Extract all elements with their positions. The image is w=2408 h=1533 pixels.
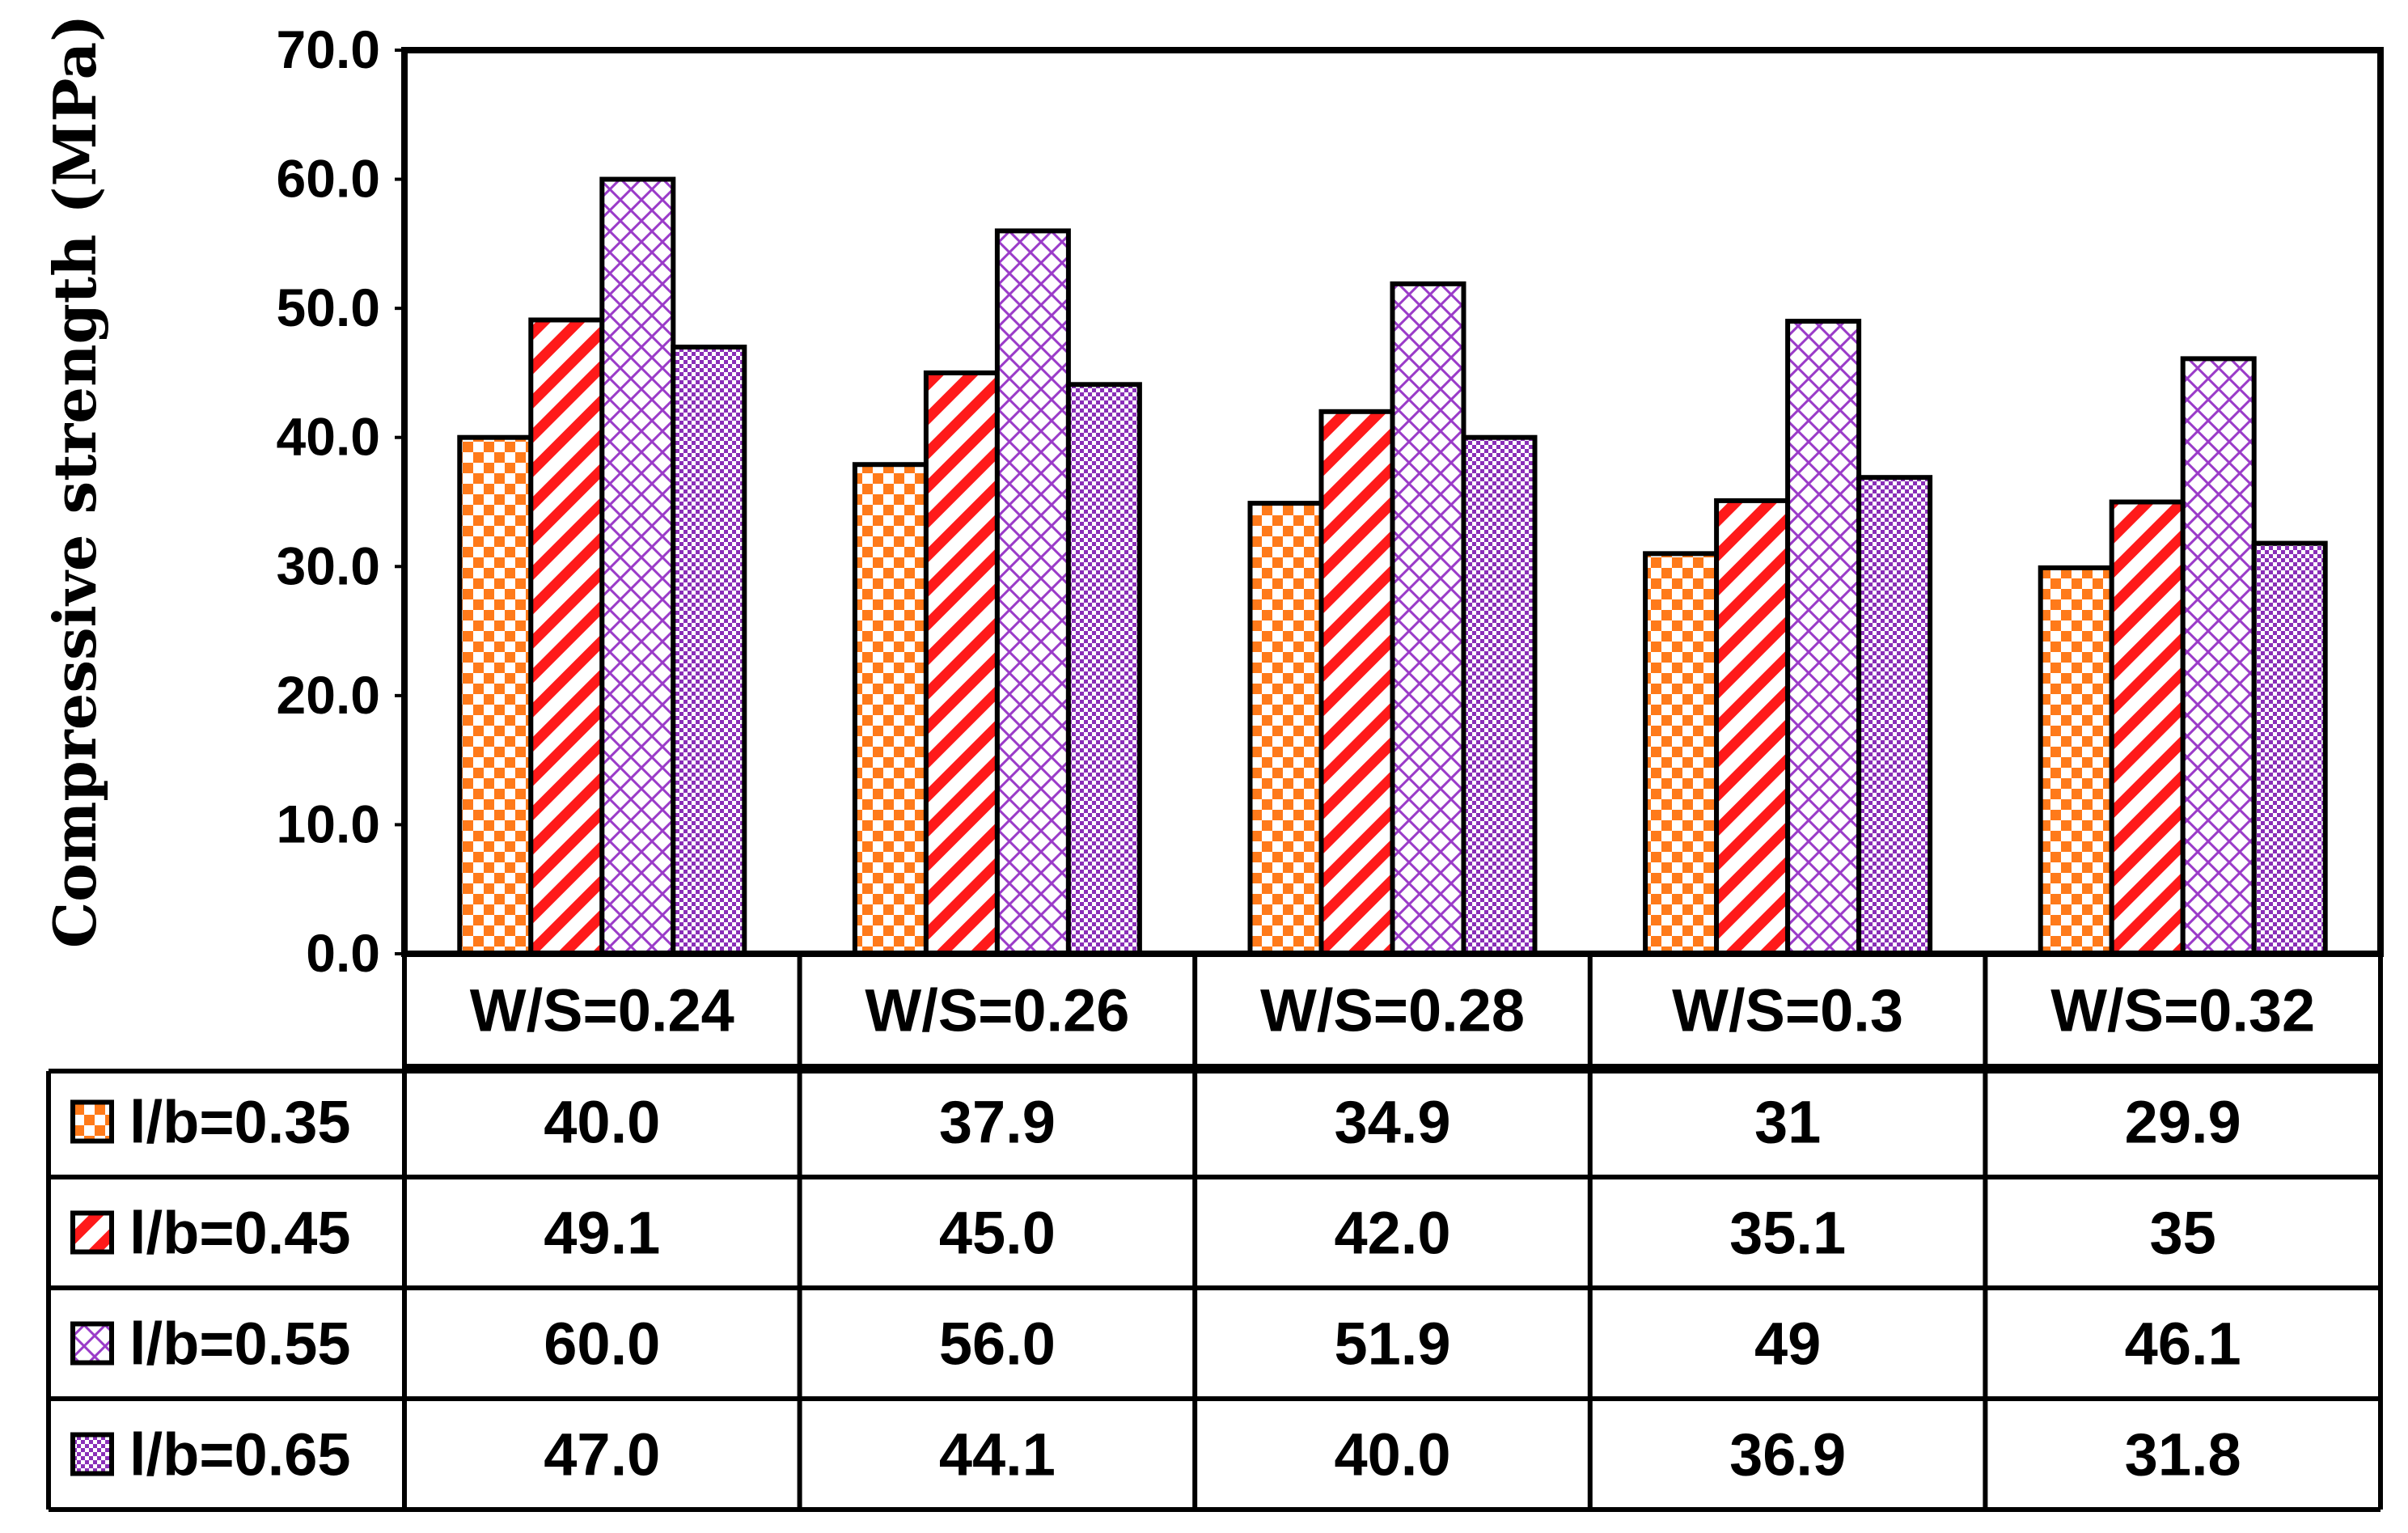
table-value-cell: 34.9 — [1334, 1089, 1450, 1156]
plot-frame — [401, 47, 2384, 957]
table-header-cell: W/S=0.28 — [1260, 977, 1525, 1044]
bar-l/b=0.45-W/S=0.3 — [1714, 498, 1791, 956]
table-value-cell: 56.0 — [939, 1311, 1056, 1378]
bar-l/b=0.55-W/S=0.28 — [1390, 281, 1466, 956]
y-tick-label: 10.0 — [277, 794, 380, 853]
bar-l/b=0.45-W/S=0.28 — [1318, 409, 1395, 956]
legend-swatch-l/b=0.55 — [70, 1321, 114, 1366]
table-value-cell: 40.0 — [1334, 1421, 1450, 1489]
table-value-cell: 31.8 — [2125, 1421, 2241, 1489]
bars — [457, 176, 2328, 957]
table-value-cell: 42.0 — [1334, 1200, 1450, 1267]
y-axis-ticks: 0.0 10.0 20.0 30.0 40.0 50.0 60.0 70.0 — [277, 19, 404, 983]
bar-l/b=0.35-W/S=0.26 — [852, 462, 929, 956]
table-value-cell: 40.0 — [544, 1089, 660, 1156]
legend-swatch-l/b=0.45 — [70, 1210, 114, 1255]
table-value-cell: 49 — [1754, 1311, 1821, 1378]
bar-l/b=0.65-W/S=0.28 — [1461, 434, 1538, 956]
bar-l/b=0.55-W/S=0.24 — [599, 176, 676, 957]
bar-l/b=0.45-W/S=0.26 — [923, 370, 1000, 956]
table-value-cell: 46.1 — [2125, 1311, 2241, 1378]
table-header-cell: W/S=0.24 — [470, 977, 734, 1044]
y-tick-label: 40.0 — [277, 407, 380, 467]
y-axis-title: Compressive strength (MPa) — [40, 15, 109, 948]
table-value-cell: 31 — [1754, 1089, 1821, 1156]
legend-swatch-l/b=0.65 — [70, 1432, 114, 1476]
legend-label: l/b=0.65 — [129, 1421, 351, 1489]
table-value-cell: 45.0 — [939, 1200, 1056, 1267]
legend-label: l/b=0.35 — [129, 1089, 351, 1156]
bar-l/b=0.35-W/S=0.28 — [1247, 501, 1324, 956]
bar-l/b=0.55-W/S=0.32 — [2180, 356, 2257, 956]
table-value-cell: 47.0 — [544, 1421, 660, 1489]
bar-l/b=0.35-W/S=0.24 — [457, 434, 534, 956]
table-value-cell: 29.9 — [2125, 1089, 2241, 1156]
data-table: W/S=0.24 W/S=0.26 W/S=0.28 W/S=0.3 W/S=0.32 l… — [46, 954, 2383, 1512]
legend-label: l/b=0.45 — [129, 1200, 351, 1267]
bar-l/b=0.65-W/S=0.26 — [1065, 382, 1142, 957]
bar-l/b=0.65-W/S=0.24 — [671, 345, 747, 956]
table-value-cell: 49.1 — [544, 1200, 660, 1267]
bar-l/b=0.65-W/S=0.3 — [1856, 475, 1933, 956]
bar-l/b=0.35-W/S=0.32 — [2038, 565, 2114, 956]
table-value-cell: 60.0 — [544, 1311, 660, 1378]
bar-l/b=0.55-W/S=0.26 — [994, 228, 1071, 956]
bar-l/b=0.45-W/S=0.24 — [528, 317, 605, 956]
table-header-cell: W/S=0.3 — [1672, 977, 1903, 1044]
bar-l/b=0.55-W/S=0.3 — [1785, 319, 1862, 957]
y-tick-label: 60.0 — [277, 149, 380, 209]
table-value-cell: 37.9 — [939, 1089, 1056, 1156]
table-value-cell: 51.9 — [1334, 1311, 1450, 1378]
y-tick-label: 70.0 — [277, 19, 380, 79]
bar-l/b=0.65-W/S=0.32 — [2251, 540, 2328, 956]
table-value-cell: 35.1 — [1729, 1200, 1846, 1267]
y-tick-label: 30.0 — [277, 536, 380, 595]
y-tick-label: 50.0 — [277, 277, 380, 337]
table-value-cell: 35 — [2150, 1200, 2216, 1267]
table-header-cell: W/S=0.32 — [2050, 977, 2315, 1044]
bar-l/b=0.35-W/S=0.3 — [1643, 551, 1720, 956]
y-tick-label: 20.0 — [277, 665, 380, 725]
bar-l/b=0.45-W/S=0.32 — [2109, 499, 2186, 956]
table-value-cell: 44.1 — [939, 1421, 1056, 1489]
table-value-cell: 36.9 — [1729, 1421, 1846, 1489]
y-tick-label: 0.0 — [306, 923, 380, 983]
legend-swatch-l/b=0.35 — [70, 1099, 114, 1144]
legend-label: l/b=0.55 — [129, 1311, 351, 1378]
table-header-cell: W/S=0.26 — [865, 977, 1129, 1044]
